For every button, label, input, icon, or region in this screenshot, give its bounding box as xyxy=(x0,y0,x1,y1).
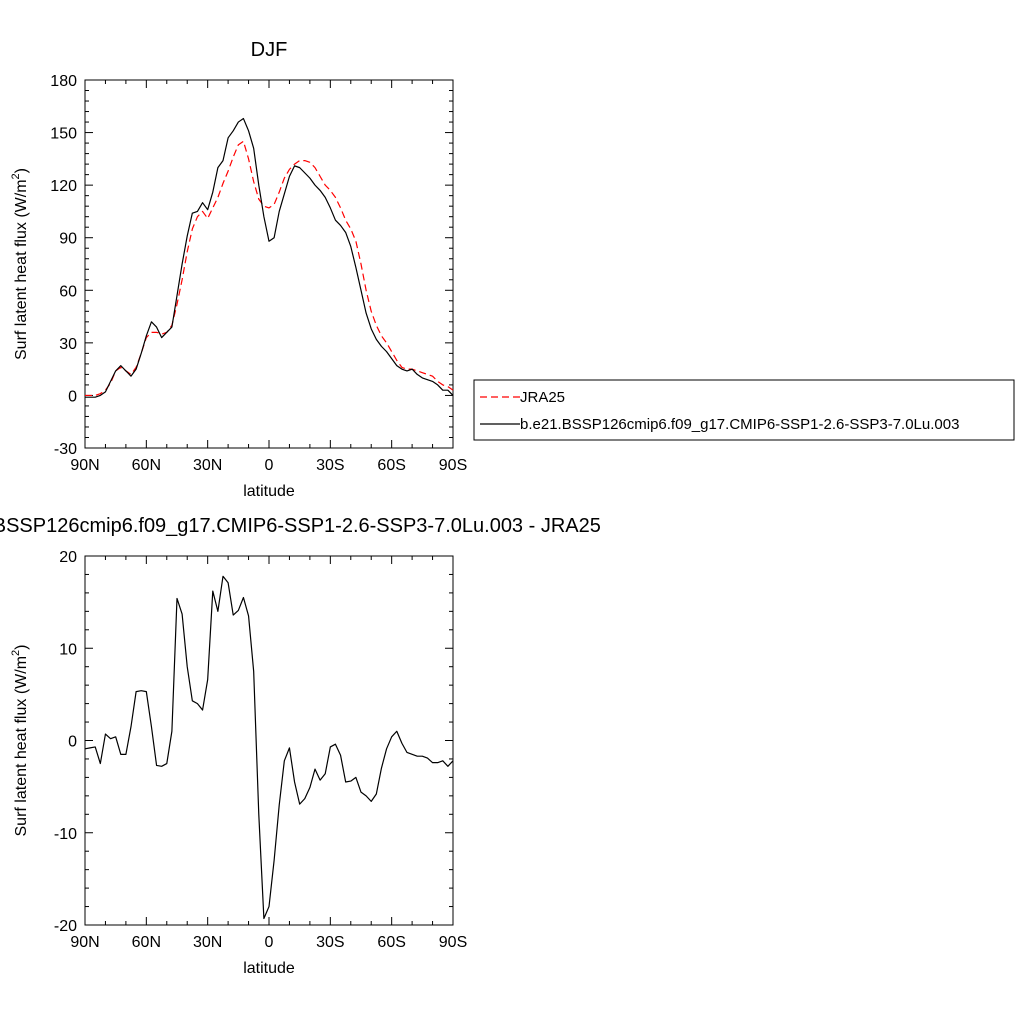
y-axis-title-main: Surf latent heat flux (W/m xyxy=(13,656,30,837)
x-axis-title: latitude xyxy=(243,960,295,977)
y-tick-label: 0 xyxy=(68,734,77,751)
x-axis-title: latitude xyxy=(243,483,295,500)
x-tick-label: 60S xyxy=(377,457,405,474)
y-tick-label: 180 xyxy=(50,73,77,90)
x-tick-label: 30N xyxy=(193,457,222,474)
x-tick-label: 0 xyxy=(265,934,274,951)
x-tick-label: 60N xyxy=(132,457,161,474)
plot-frame xyxy=(84,555,454,926)
y-tick-label: 20 xyxy=(59,549,77,566)
x-tick-label: 90N xyxy=(70,934,99,951)
series-line-0-1 xyxy=(85,117,454,398)
x-tick-label: 30N xyxy=(193,934,222,951)
chart-title: DJF xyxy=(251,39,288,61)
y-axis-title: Surf latent heat flux (W/m2) xyxy=(10,645,30,837)
chart-title: b.e21.BSSP126cmip6.f09_g17.CMIP6-SSP1-2.… xyxy=(0,515,601,537)
x-tick-label: 60S xyxy=(377,934,405,951)
y-tick-label: 30 xyxy=(59,336,77,353)
legend-label-1: b.e21.BSSP126cmip6.f09_g17.CMIP6-SSP1-2.… xyxy=(520,416,959,433)
x-tick-label: 90S xyxy=(439,457,467,474)
x-tick-label: 30S xyxy=(316,457,344,474)
x-tick-label: 30S xyxy=(316,934,344,951)
y-tick-label: 90 xyxy=(59,231,77,248)
y-axis-title-superscript: 2 xyxy=(10,650,22,656)
y-axis-title-end: ) xyxy=(13,168,30,173)
y-tick-label: 10 xyxy=(59,641,77,658)
y-tick-label: 150 xyxy=(50,126,77,143)
x-tick-label: 0 xyxy=(265,457,274,474)
y-axis-title-main: Surf latent heat flux (W/m xyxy=(13,179,30,360)
y-axis-title: Surf latent heat flux (W/m2) xyxy=(10,168,30,360)
chart-top: DJF 90N 60N 30N 0 30S 60S 90S 180 150 120 90 60 30 0 -3… xyxy=(10,39,467,500)
series-line-1-0 xyxy=(84,575,454,920)
y-tick-label: -10 xyxy=(54,826,77,843)
x-tick-label: 90N xyxy=(70,457,99,474)
y-axis-title-superscript: 2 xyxy=(10,173,22,179)
y-tick-label: -20 xyxy=(54,918,77,935)
legend-box xyxy=(473,379,1015,441)
legend: JRA25 b.e21.BSSP126cmip6.f09_g17.CMIP6-SS… xyxy=(473,379,1015,441)
x-tick-label: 60N xyxy=(132,934,161,951)
y-tick-label: 60 xyxy=(59,283,77,300)
y-tick-label: 0 xyxy=(68,388,77,405)
chart-bottom: b.e21.BSSP126cmip6.f09_g17.CMIP6-SSP1-2.… xyxy=(0,515,601,977)
legend-label-0: JRA25 xyxy=(520,389,565,406)
y-axis-title-end: ) xyxy=(13,645,30,650)
y-tick-label: 120 xyxy=(50,178,77,195)
plot-frame xyxy=(84,79,454,449)
y-tick-label: -30 xyxy=(54,441,77,458)
x-tick-label: 90S xyxy=(439,934,467,951)
